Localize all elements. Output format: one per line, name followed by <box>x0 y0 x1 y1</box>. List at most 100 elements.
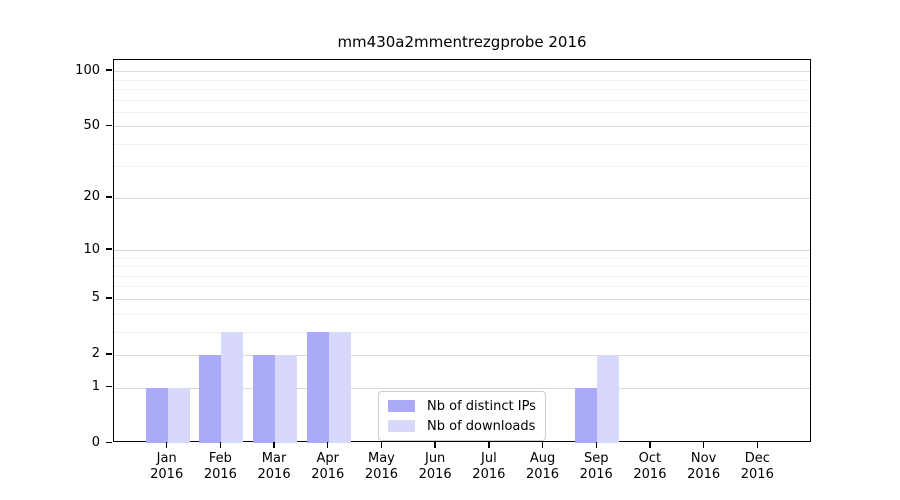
x-tick-mark-feb <box>219 442 222 448</box>
year-label: 2016 <box>364 466 398 482</box>
y-tick-label-100: 100 <box>75 62 100 78</box>
bar-distinct-ips-feb <box>199 354 222 443</box>
x-tick-mark-jul <box>488 442 490 448</box>
bar-distinct-ips-apr <box>306 331 329 443</box>
y-tick-label-2: 2 <box>91 346 100 362</box>
x-tick-mark-mar <box>273 442 275 448</box>
y-tick-mark-2 <box>106 353 112 355</box>
y-tick-label-0: 0 <box>91 435 100 450</box>
y-tick-mark-50 <box>106 124 112 126</box>
bar-distinct-ips-mar <box>253 354 276 443</box>
legend: Nb of distinct IPs Nb of downloads <box>378 391 546 441</box>
x-tick-label-dec: Dec 2016 <box>729 451 785 482</box>
major-gridline-100 <box>114 71 810 73</box>
y-tick-mark-20 <box>106 196 112 198</box>
x-tick-mark-dec <box>756 442 758 448</box>
minor-gridline-7 <box>114 275 810 277</box>
x-tick-mark-sep <box>595 442 597 448</box>
x-tick-label-jan: Jan 2016 <box>139 451 195 482</box>
legend-entry-distinct-ips: Nb of distinct IPs <box>388 398 536 414</box>
minor-gridline-90 <box>114 79 810 81</box>
y-tick-mark-10 <box>106 248 112 250</box>
x-tick-label-sep: Sep 2016 <box>568 451 624 482</box>
month-label: May <box>368 451 395 466</box>
month-label: Jun <box>424 451 446 466</box>
year-label: 2016 <box>579 466 613 482</box>
major-gridline-1 <box>114 387 810 389</box>
minor-gridline-6 <box>114 286 810 288</box>
year-label: 2016 <box>150 466 184 482</box>
month-label: Oct <box>638 451 662 466</box>
y-tick-mark-5 <box>106 297 112 299</box>
year-label: 2016 <box>687 466 721 482</box>
x-tick-mark-aug <box>541 442 544 448</box>
minor-gridline-9 <box>114 257 810 259</box>
plot-area <box>113 59 811 443</box>
y-tick-mark-100 <box>106 69 112 71</box>
month-label: Mar <box>261 451 287 466</box>
minor-gridline-4 <box>114 313 810 315</box>
x-tick-mark-oct <box>649 442 651 448</box>
x-tick-label-nov: Nov 2016 <box>676 451 732 482</box>
x-tick-mark-nov <box>702 442 705 448</box>
year-label: 2016 <box>257 466 291 482</box>
y-tick-label-50: 50 <box>83 117 100 133</box>
year-label: 2016 <box>418 466 452 482</box>
month-label: Dec <box>744 451 770 466</box>
x-tick-mark-apr <box>327 442 329 448</box>
year-label: 2016 <box>311 466 345 482</box>
x-tick-label-jul: Jul 2016 <box>461 451 517 482</box>
legend-entry-downloads: Nb of downloads <box>388 418 536 434</box>
year-label: 2016 <box>203 466 237 482</box>
y-tick-label-1: 1 <box>91 379 100 395</box>
x-tick-label-may: May 2016 <box>353 451 409 482</box>
month-label: Nov <box>690 451 717 466</box>
month-label: Sep <box>583 451 609 466</box>
y-tick-mark-0 <box>106 441 112 444</box>
x-tick-label-jun: Jun 2016 <box>407 451 463 482</box>
bar-distinct-ips-sep <box>575 387 598 443</box>
month-label: Apr <box>316 451 340 466</box>
bar-downloads-mar <box>275 354 298 443</box>
bar-distinct-ips-jan <box>145 387 168 443</box>
bar-downloads-sep <box>597 354 620 443</box>
month-label: Jul <box>481 451 497 466</box>
y-tick-mark-1 <box>106 385 112 388</box>
x-tick-label-feb: Feb 2016 <box>192 451 248 482</box>
minor-gridline-80 <box>114 88 810 90</box>
x-tick-mark-may <box>380 442 383 448</box>
x-tick-mark-jan <box>165 442 168 448</box>
x-tick-label-apr: Apr 2016 <box>300 451 356 482</box>
minor-gridline-3 <box>114 331 810 333</box>
major-gridline-10 <box>114 250 810 251</box>
bar-downloads-feb <box>221 331 244 443</box>
year-label: 2016 <box>633 466 667 482</box>
legend-swatch-downloads <box>388 420 415 432</box>
month-label: Aug <box>529 451 556 466</box>
x-tick-mark-jun <box>434 442 436 448</box>
month-label: Feb <box>208 451 232 466</box>
y-tick-label-20: 20 <box>83 189 100 205</box>
minor-gridline-30 <box>114 166 810 168</box>
major-gridline-50 <box>114 126 810 128</box>
year-label: 2016 <box>472 466 506 482</box>
minor-gridline-60 <box>114 111 810 113</box>
major-gridline-5 <box>114 298 810 300</box>
year-label: 2016 <box>525 466 560 482</box>
major-gridline-2 <box>114 354 810 356</box>
legend-label-downloads: Nb of downloads <box>427 418 536 434</box>
minor-gridline-40 <box>114 143 810 145</box>
legend-label-distinct-ips: Nb of distinct IPs <box>427 398 536 414</box>
month-label: Jan <box>156 451 177 466</box>
year-label: 2016 <box>740 466 774 482</box>
x-tick-label-mar: Mar 2016 <box>246 451 302 482</box>
y-tick-label-5: 5 <box>91 290 100 306</box>
minor-gridline-70 <box>114 99 810 101</box>
bar-downloads-jan <box>167 387 190 443</box>
minor-gridline-8 <box>114 266 810 268</box>
bar-downloads-apr <box>328 331 351 443</box>
x-tick-label-aug: Aug 2016 <box>515 451 571 482</box>
major-gridline-20 <box>114 197 810 199</box>
y-tick-label-10: 10 <box>83 241 100 257</box>
